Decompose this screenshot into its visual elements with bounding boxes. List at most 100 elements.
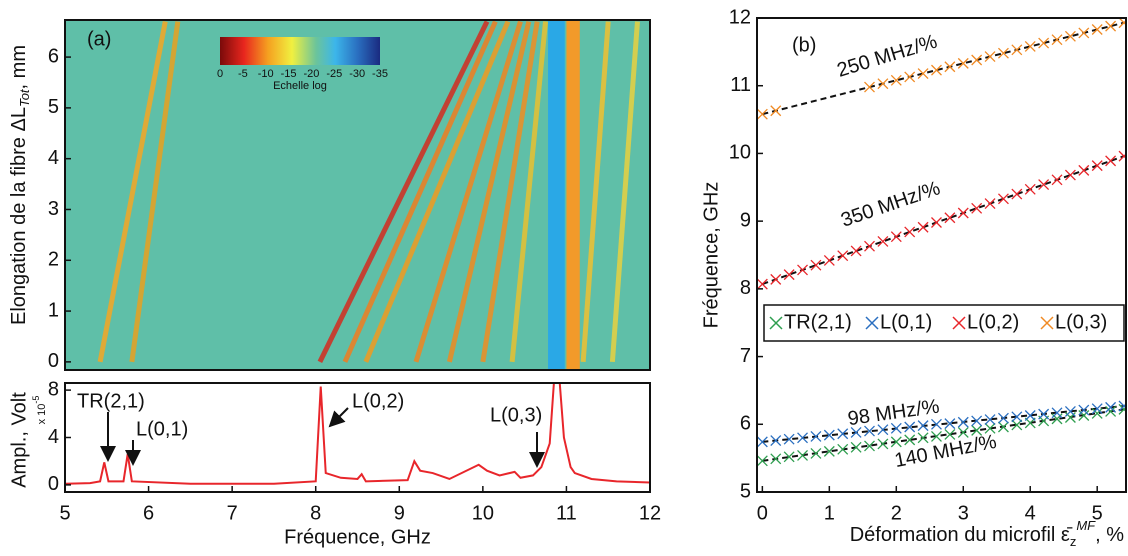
y-scale-label: x 10-5 [31,396,48,425]
marker [997,421,1009,433]
marker [931,418,942,430]
marker [931,217,942,228]
y-tick-label: 8 [48,378,59,400]
y-tick-label: 7 [740,345,751,367]
annotation-arrow [328,407,349,428]
y-label-end: , mm [8,45,30,89]
y-tick-label: 5 [48,96,59,118]
marker [1064,30,1076,42]
marker [957,426,969,438]
colorbar-tick-label: 0 [217,68,223,80]
y-label-text: Elongation de la fibre ΔL [8,107,30,325]
marker [757,108,768,120]
mode-trace [342,20,498,363]
legend-marker [769,316,783,330]
mode-trace [413,20,523,363]
marker [917,68,929,79]
y-scale-exp: -5 [31,396,41,404]
marker [1091,407,1103,419]
marker [850,245,862,257]
marker [971,424,983,436]
marker [1105,20,1117,32]
marker [971,415,983,427]
y-tick-label: 6 [48,45,59,67]
y-tick-label: 10 [729,142,751,164]
marker [1024,410,1036,421]
marker [1078,27,1090,39]
marker [984,414,996,426]
marker [1105,405,1117,417]
colorbar-tick-label: -20 [303,68,319,80]
marker [757,278,768,290]
x-tick-label: 6 [143,502,154,524]
marker [890,231,902,243]
marker [1011,419,1023,431]
legend-marker [952,316,966,330]
mode-band [566,20,580,370]
marker [1105,155,1117,167]
x-tick-label: 7 [227,502,238,524]
marker [931,431,942,442]
mode-trace [509,21,549,363]
mode-trace [609,21,640,363]
mode-trace [446,20,532,363]
y-tick-label: 9 [740,209,751,231]
marker [944,418,956,430]
marker [1051,174,1063,186]
marker [850,441,862,453]
marker [997,193,1009,205]
marker [971,54,983,66]
peak-annotation: L(0,3) [490,404,542,426]
panel-label: (a) [87,28,111,50]
y-tick-label: 8 [740,277,751,299]
colorbar-tick-label: -35 [372,68,388,80]
x-tick-label: 1 [824,502,835,524]
marker [984,422,996,434]
y-tick-label: 4 [48,426,59,448]
mode-trace [480,21,540,363]
marker [1105,401,1117,413]
y-tick-label: 5 [740,480,751,502]
y-tick-label: 1 [48,299,59,321]
y-axis-label: Fréquence, GHz [700,182,722,329]
marker [823,429,835,441]
marker [1078,404,1090,416]
marker [1091,24,1103,35]
marker [890,422,902,434]
peak-annotation: L(0,2) [352,390,404,412]
marker [783,451,795,463]
fit-line [762,405,1125,443]
colorbar-tick-label: -25 [326,68,342,80]
marker [904,434,916,446]
plot-frame [64,19,651,371]
colorbar-label: Echelle log [273,80,327,92]
marker [783,433,795,445]
marker [757,436,768,448]
marker [931,64,942,76]
marker [917,432,929,444]
marker [837,250,849,262]
mode-trace [97,21,168,363]
x-axis-label: Déformation du microfil ε̄zMF, % [850,518,1125,549]
marker [1024,183,1036,195]
marker [904,421,916,433]
marker [797,432,808,444]
x-tick-label: 10 [472,502,494,524]
x-tick-label: 5 [59,502,70,524]
x-tick-label: 12 [639,502,661,524]
marker [810,447,822,459]
fit-line [762,155,1125,286]
legend-label: L(0,1) [880,311,932,333]
marker [1118,400,1126,412]
marker [864,440,875,452]
marker [890,436,902,448]
y-axis-label: Ampl., Volt [8,392,30,488]
marker [1038,37,1050,49]
y-label-sub: Tot [17,88,32,107]
marker [1091,160,1103,172]
colorbar-tick-label: -5 [238,68,248,80]
slope-annotation: 140 MHz/% [893,431,999,472]
marker [1064,405,1076,417]
panel-label: (b) [792,34,816,56]
